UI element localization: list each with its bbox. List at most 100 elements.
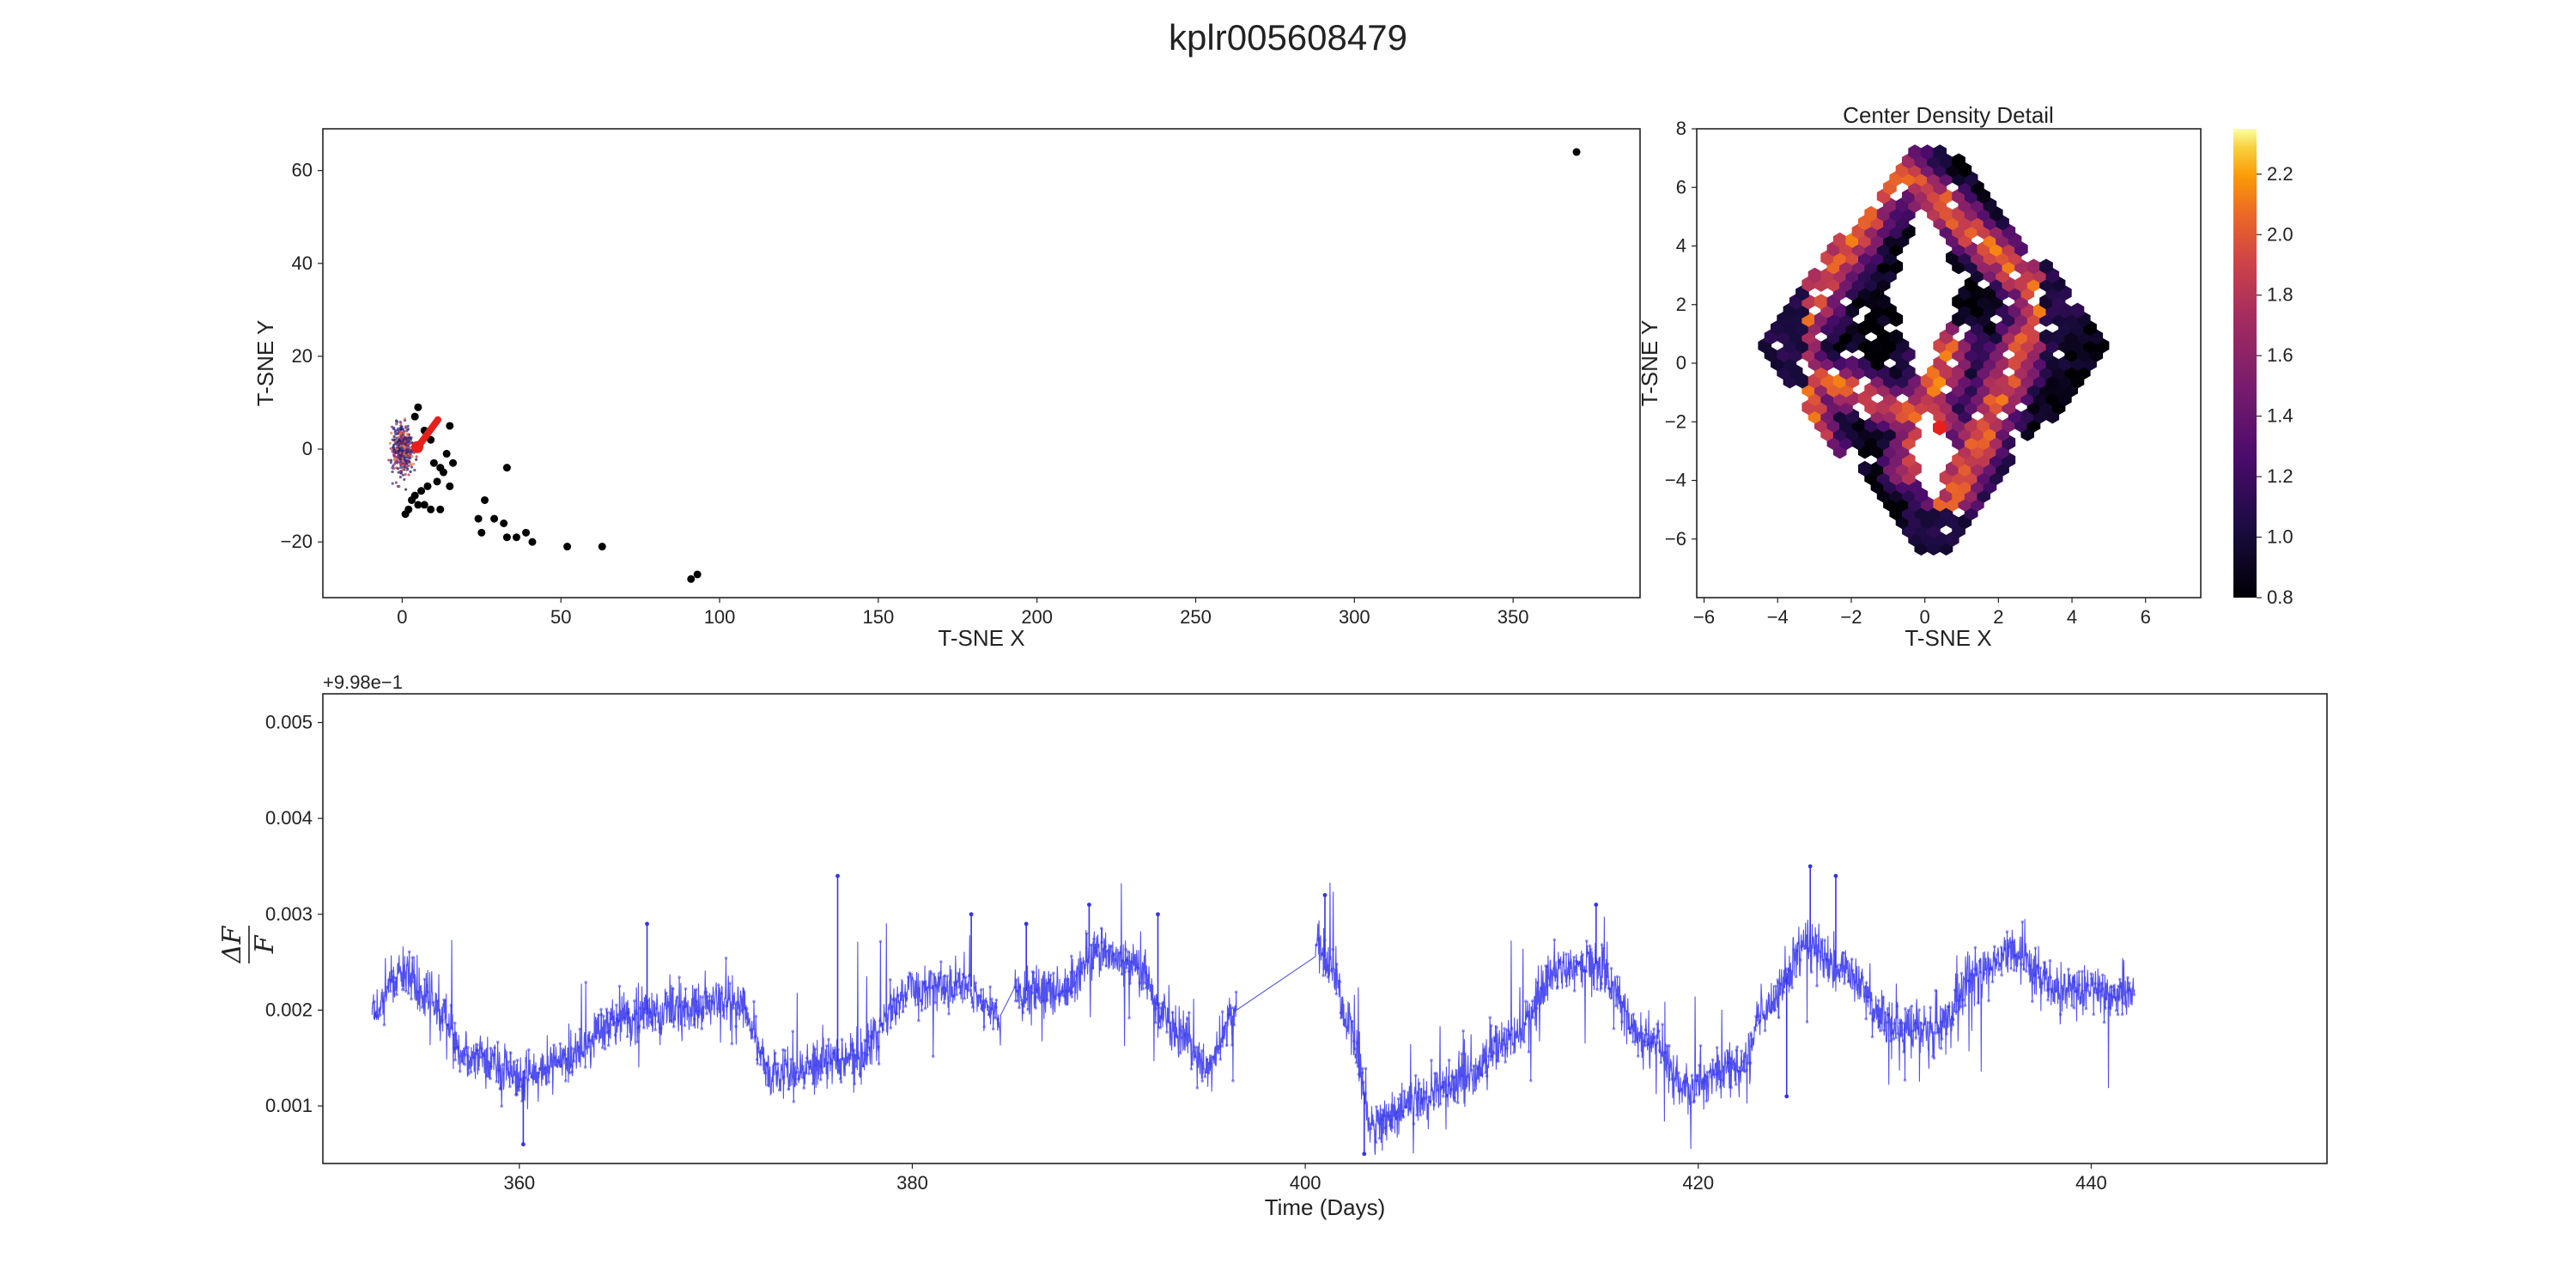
light-curve-point bbox=[1631, 1040, 1635, 1044]
light-curve-point bbox=[1355, 1041, 1359, 1045]
light-curve-point bbox=[971, 1005, 975, 1009]
light-curve-point bbox=[1629, 1030, 1632, 1035]
hexbin-cell bbox=[1889, 329, 1904, 345]
light-curve-point bbox=[1787, 969, 1790, 972]
cluster-point bbox=[392, 446, 395, 449]
outlier-point bbox=[477, 528, 486, 537]
light-curve-point bbox=[1963, 1004, 1967, 1007]
cluster-point bbox=[404, 472, 407, 477]
light-curve-point bbox=[425, 990, 429, 994]
light-curve-point bbox=[1794, 975, 1798, 979]
light-curve-point bbox=[1121, 959, 1125, 963]
light-curve-point bbox=[1757, 1014, 1760, 1018]
light-curve-ylabel-numerator: ΔF bbox=[217, 926, 247, 964]
light-curve-point bbox=[700, 995, 704, 999]
light-curve-point bbox=[1430, 1088, 1434, 1092]
light-curve-point bbox=[1376, 1109, 1380, 1113]
light-curve-point bbox=[2012, 969, 2016, 972]
light-curve-point bbox=[2067, 967, 2070, 971]
light-curve-y-tick-label: 0.001 bbox=[265, 1095, 313, 1116]
light-curve-point bbox=[1193, 1045, 1196, 1048]
light-curve-point bbox=[1479, 1072, 1484, 1077]
light-curve-point bbox=[1674, 1077, 1677, 1080]
light-curve-point bbox=[1850, 987, 1854, 990]
light-curve-point bbox=[1070, 954, 1073, 958]
cluster-point bbox=[392, 426, 396, 429]
light-curve-point bbox=[1098, 968, 1103, 972]
light-curve-point bbox=[1441, 1086, 1444, 1090]
light-curve-point bbox=[792, 1100, 796, 1103]
cluster-point bbox=[399, 437, 403, 440]
outlier-point bbox=[407, 495, 416, 504]
light-curve-point bbox=[1882, 1029, 1886, 1032]
light-curve-point bbox=[1176, 1035, 1179, 1039]
center-density-y-tick-label: 6 bbox=[1676, 176, 1686, 197]
light-curve-point bbox=[1620, 1020, 1624, 1024]
light-curve-point bbox=[1021, 1011, 1025, 1015]
light-curve-point bbox=[793, 1077, 796, 1081]
light-curve-point bbox=[1224, 1043, 1229, 1047]
light-curve-point bbox=[845, 1055, 849, 1059]
light-curve-point bbox=[1750, 1044, 1753, 1048]
hexbin-cell bbox=[2039, 258, 2053, 275]
center-density-y-tick-label: −2 bbox=[1665, 410, 1686, 432]
light-curve-point bbox=[1715, 1072, 1719, 1076]
light-curve-point bbox=[2100, 994, 2104, 998]
light-curve-point bbox=[1929, 1005, 1932, 1009]
light-curve-point bbox=[488, 1060, 492, 1065]
light-curve-point bbox=[930, 986, 934, 990]
tsne-overview-x-tick-label: 200 bbox=[1021, 606, 1053, 628]
light-curve-point bbox=[1442, 1095, 1445, 1098]
tsne-overview-x-tick-label: 100 bbox=[704, 606, 736, 628]
tsne-overview-x-tick-label: 300 bbox=[1339, 606, 1370, 628]
light-curve-point bbox=[1165, 1030, 1169, 1034]
light-curve-point bbox=[840, 1037, 844, 1042]
light-curve-point bbox=[584, 981, 587, 984]
cluster-point bbox=[405, 466, 409, 470]
light-curve-point bbox=[1585, 939, 1589, 943]
light-curve-point bbox=[1447, 1084, 1450, 1087]
light-curve-point bbox=[1866, 999, 1869, 1003]
light-curve-point bbox=[683, 987, 688, 991]
light-curve-point bbox=[1415, 1114, 1419, 1117]
light-curve-point bbox=[1728, 1056, 1733, 1060]
light-curve-point bbox=[476, 1042, 479, 1047]
light-curve-point bbox=[1694, 1078, 1698, 1083]
light-curve-point bbox=[501, 1062, 505, 1066]
light-curve-point bbox=[500, 1104, 503, 1108]
light-curve-point bbox=[688, 1013, 691, 1017]
light-curve-point bbox=[1200, 1079, 1204, 1083]
light-curve-point bbox=[1374, 1140, 1378, 1145]
tsne-overview-x-tick-label: 50 bbox=[550, 606, 571, 628]
light-curve-point bbox=[1973, 967, 1977, 971]
light-curve-point bbox=[1910, 1030, 1914, 1033]
light-curve-point bbox=[1394, 1111, 1398, 1115]
light-curve-point bbox=[1362, 1080, 1365, 1084]
light-curve-point bbox=[1119, 964, 1123, 968]
light-curve-point bbox=[2048, 958, 2052, 963]
light-curve-point bbox=[938, 975, 941, 980]
light-curve-point bbox=[1072, 969, 1076, 974]
light-curve-point bbox=[1453, 1099, 1457, 1103]
cluster-point bbox=[398, 457, 403, 461]
light-curve-point bbox=[1340, 1016, 1343, 1020]
light-curve-point bbox=[1181, 1024, 1185, 1029]
light-curve-point bbox=[1735, 1048, 1738, 1052]
center-density-x-tick-label: −2 bbox=[1840, 606, 1862, 628]
light-curve-point bbox=[1394, 1109, 1399, 1113]
light-curve-point bbox=[2118, 985, 2123, 989]
cluster-point bbox=[405, 442, 409, 447]
light-curve-point bbox=[382, 1023, 386, 1027]
light-curve-point bbox=[798, 1071, 802, 1074]
light-curve-point bbox=[1809, 970, 1814, 974]
cluster-point bbox=[387, 459, 391, 462]
light-curve-point bbox=[827, 1037, 830, 1042]
light-curve-series bbox=[371, 864, 2136, 1157]
light-curve-point bbox=[625, 1001, 629, 1005]
light-curve-point bbox=[1510, 1027, 1514, 1030]
light-curve-point bbox=[706, 994, 709, 999]
light-curve-point bbox=[916, 1003, 920, 1006]
light-curve-point bbox=[858, 1072, 861, 1077]
light-curve-point bbox=[1853, 981, 1857, 984]
light-curve-point bbox=[489, 1046, 493, 1050]
